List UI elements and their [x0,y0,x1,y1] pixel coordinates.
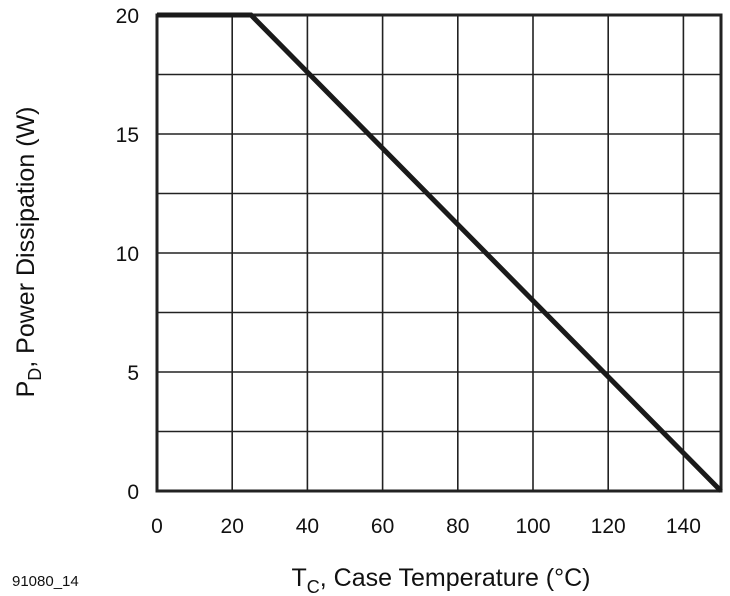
x-axis-label-rest: , Case Temperature (°C) [320,564,591,592]
y-axis-label: PD, Power Dissipation (W) [12,107,45,398]
x-axis-label: TC, Case Temperature (°C) [291,564,590,596]
x-axis-ticks: 0 20 40 60 80 100 120 140 [151,515,701,538]
grid-lines [157,15,721,491]
x-axis-label-main: T [291,564,306,592]
x-tick-label: 140 [666,515,701,538]
y-tick-label: 0 [127,481,139,504]
x-tick-label: 0 [151,515,163,538]
x-tick-label: 40 [296,515,319,538]
plot-frame [155,13,723,493]
y-tick-label: 10 [116,243,139,266]
y-axis-label-sub: D [25,368,45,381]
x-axis-label-sub: C [307,577,320,596]
y-tick-label: 20 [116,5,139,28]
x-tick-label: 60 [371,515,394,538]
figure-id: 91080_14 [12,573,79,590]
x-tick-label: 100 [515,515,550,538]
y-axis-label-main: P [12,381,40,398]
y-axis-ticks: 0 5 10 15 20 [116,5,139,504]
x-tick-label: 120 [591,515,626,538]
derating-curve [157,12,723,493]
x-tick-label: 80 [446,515,469,538]
y-tick-label: 15 [116,124,139,147]
y-tick-label: 5 [127,362,139,385]
x-tick-label: 20 [221,515,244,538]
y-axis-label-rest: , Power Dissipation (W) [12,107,40,368]
